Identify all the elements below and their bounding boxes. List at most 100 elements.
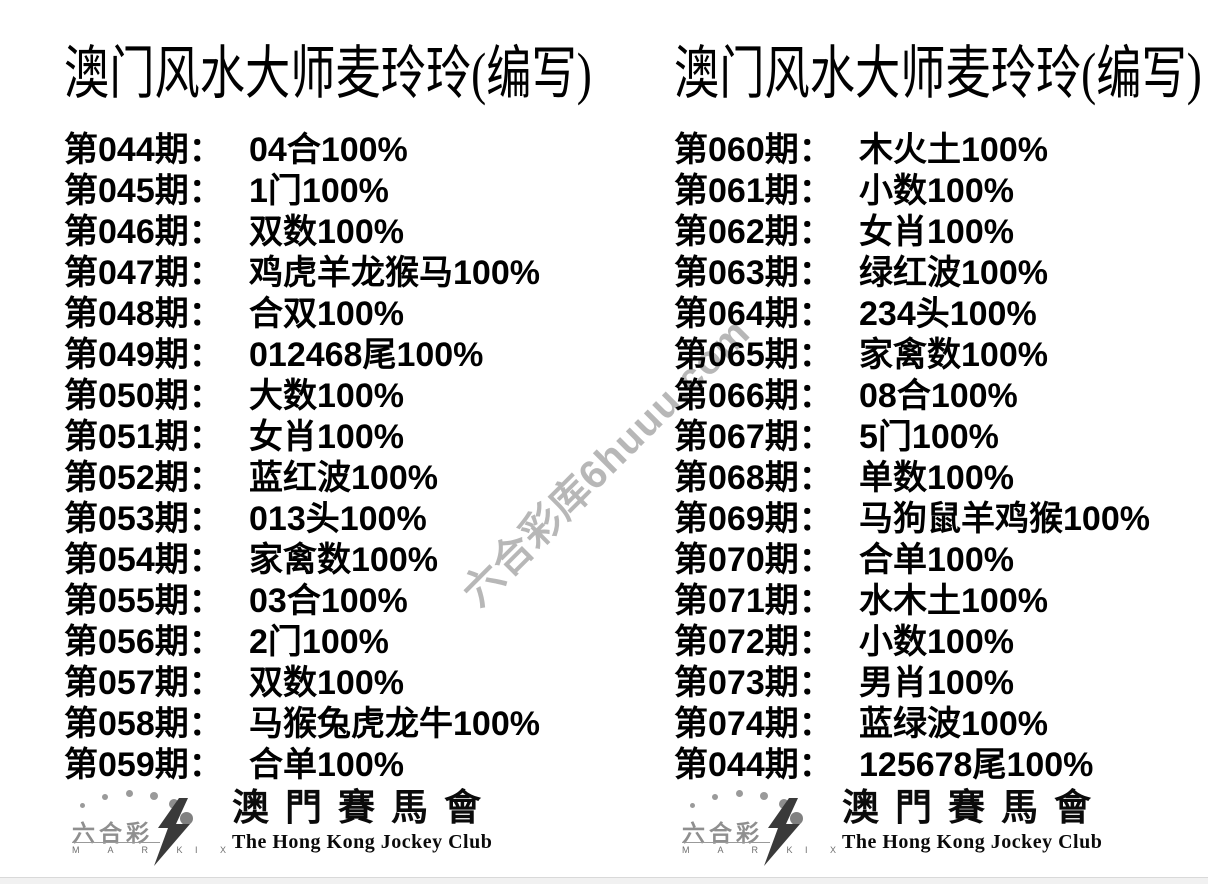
prediction-value: 大数100% <box>249 377 404 415</box>
period-label: 第048期： <box>64 295 223 333</box>
jockey-club-text: 澳門賽馬會 The Hong Kong Jockey Club <box>842 786 1107 854</box>
prediction-row: 第052期： 蓝红波100% <box>64 458 624 499</box>
prediction-row: 第065期： 家禽数100% <box>674 335 1208 376</box>
period-label: 第058期： <box>64 705 223 743</box>
period-label: 第044期： <box>674 746 833 784</box>
prediction-row: 第072期： 小数100% <box>674 622 1208 663</box>
prediction-value: 女肖100% <box>249 418 404 456</box>
period-label: 第067期： <box>674 418 833 456</box>
club-name-en: The Hong Kong Jockey Club <box>842 831 1103 853</box>
mark-six-chinese: 六合彩 <box>682 820 763 846</box>
prediction-value: 蓝绿波100% <box>859 705 1048 743</box>
six-letters: I X <box>805 845 847 855</box>
prediction-row: 第058期： 马猴兔虎龙牛100% <box>64 704 624 745</box>
prediction-value: 03合100% <box>249 582 408 620</box>
prediction-row: 第053期： 013头100% <box>64 499 624 540</box>
lightning-bolt-icon <box>154 798 194 866</box>
prediction-row: 第054期： 家禽数100% <box>64 540 624 581</box>
column-title: 澳门风水大师麦玲玲(编写) <box>674 41 1202 106</box>
prediction-row: 第060期： 木火土100% <box>674 130 1208 171</box>
period-label: 第050期： <box>64 377 223 415</box>
prediction-row: 第064期： 234头100% <box>674 294 1208 335</box>
prediction-value: 合双100% <box>249 295 404 333</box>
prediction-row: 第066期： 08合100% <box>674 376 1208 417</box>
prediction-list: 第060期： 木火土100% 第061期： 小数100% 第062期： 女肖100% … <box>674 130 1208 786</box>
prediction-row: 第059期： 合单100% <box>64 745 624 786</box>
period-label: 第062期： <box>674 213 833 251</box>
prediction-value: 家禽数100% <box>249 541 438 579</box>
divider <box>682 842 770 843</box>
prediction-value: 男肖100% <box>859 664 1014 702</box>
prediction-row: 第050期： 大数100% <box>64 376 624 417</box>
prediction-row: 第049期： 012468尾100% <box>64 335 624 376</box>
prediction-row: 第071期： 水木土100% <box>674 581 1208 622</box>
period-label: 第072期： <box>674 623 833 661</box>
period-label: 第069期： <box>674 500 833 538</box>
prediction-row: 第046期： 双数100% <box>64 212 624 253</box>
period-label: 第053期： <box>64 500 223 538</box>
prediction-row: 第069期： 马狗鼠羊鸡猴100% <box>674 499 1208 540</box>
period-label: 第054期： <box>64 541 223 579</box>
mark-six-chinese: 六合彩 <box>72 820 153 846</box>
club-name-en: The Hong Kong Jockey Club <box>232 831 493 853</box>
prediction-value: 马猴兔虎龙牛100% <box>249 705 540 743</box>
prediction-column-left: 澳门风水大师麦玲玲(编写) 第044期： 04合100% 第045期： 1门100%… <box>64 42 624 786</box>
prediction-value: 马狗鼠羊鸡猴100% <box>859 500 1150 538</box>
period-label: 第064期： <box>674 295 833 333</box>
period-label: 第046期： <box>64 213 223 251</box>
mark-letters: M A R K <box>72 845 196 855</box>
prediction-row: 第062期： 女肖100% <box>674 212 1208 253</box>
prediction-row: 第061期： 小数100% <box>674 171 1208 212</box>
period-label: 第063期： <box>674 254 833 292</box>
lightning-bolt-icon <box>764 798 804 866</box>
period-label: 第056期： <box>64 623 223 661</box>
period-label: 第047期： <box>64 254 223 292</box>
prediction-value: 08合100% <box>859 377 1018 415</box>
prediction-value: 125678尾100% <box>859 746 1094 784</box>
prediction-row: 第044期： 125678尾100% <box>674 745 1208 786</box>
six-letters: I X <box>195 845 237 855</box>
period-label: 第068期： <box>674 459 833 497</box>
prediction-value: 012468尾100% <box>249 336 484 374</box>
prediction-value: 女肖100% <box>859 213 1014 251</box>
period-label: 第066期： <box>674 377 833 415</box>
period-label: 第044期： <box>64 131 223 169</box>
period-label: 第071期： <box>674 582 833 620</box>
prediction-value: 鸡虎羊龙猴马100% <box>249 254 540 292</box>
jockey-club-logo-right: 六合彩 M A R K I X 澳門賽馬會 The Hong Kong Jock… <box>678 786 1107 870</box>
prediction-value: 5门100% <box>859 418 999 456</box>
prediction-row: 第068期： 单数100% <box>674 458 1208 499</box>
bottom-strip <box>0 877 1208 884</box>
prediction-value: 水木土100% <box>859 582 1048 620</box>
prediction-value: 双数100% <box>249 213 404 251</box>
period-label: 第045期： <box>64 172 223 210</box>
prediction-row: 第070期： 合单100% <box>674 540 1208 581</box>
mark-six-logo: 六合彩 M A R K I X <box>68 786 228 868</box>
column-title: 澳门风水大师麦玲玲(编写) <box>64 41 592 106</box>
period-label: 第073期： <box>674 664 833 702</box>
prediction-column-right: 澳门风水大师麦玲玲(编写) 第060期： 木火土100% 第061期： 小数100%… <box>674 42 1208 786</box>
period-label: 第052期： <box>64 459 223 497</box>
prediction-value: 234头100% <box>859 295 1037 333</box>
period-label: 第074期： <box>674 705 833 743</box>
mark-six-logo: 六合彩 M A R K I X <box>678 786 838 868</box>
prediction-row: 第074期： 蓝绿波100% <box>674 704 1208 745</box>
period-label: 第057期： <box>64 664 223 702</box>
prediction-value: 蓝红波100% <box>249 459 438 497</box>
prediction-value: 04合100% <box>249 131 408 169</box>
divider <box>72 842 160 843</box>
prediction-row: 第045期： 1门100% <box>64 171 624 212</box>
prediction-value: 绿红波100% <box>859 254 1048 292</box>
prediction-row: 第063期： 绿红波100% <box>674 253 1208 294</box>
period-label: 第060期： <box>674 131 833 169</box>
period-label: 第051期： <box>64 418 223 456</box>
period-label: 第065期： <box>674 336 833 374</box>
club-name-cn: 澳門賽馬會 <box>232 788 497 829</box>
prediction-row: 第051期： 女肖100% <box>64 417 624 458</box>
prediction-value: 合单100% <box>249 746 404 784</box>
prediction-list: 第044期： 04合100% 第045期： 1门100% 第046期： 双数100% … <box>64 130 624 786</box>
prediction-row: 第073期： 男肖100% <box>674 663 1208 704</box>
period-label: 第070期： <box>674 541 833 579</box>
prediction-value: 双数100% <box>249 664 404 702</box>
club-name-cn: 澳門賽馬會 <box>842 788 1107 829</box>
